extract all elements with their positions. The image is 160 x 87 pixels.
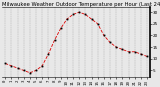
Text: Milwaukee Weather Outdoor Temperature per Hour (Last 24 Hours): Milwaukee Weather Outdoor Temperature pe… [2, 2, 160, 7]
